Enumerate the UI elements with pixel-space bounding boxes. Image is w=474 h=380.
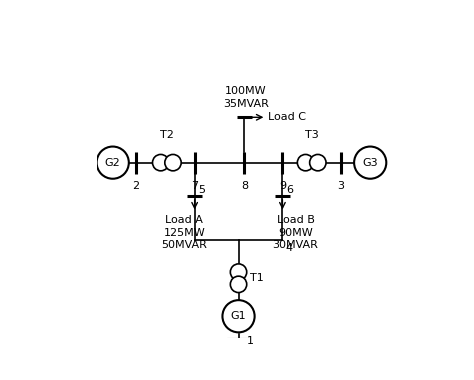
Circle shape [297,154,314,171]
Text: 1: 1 [247,336,255,346]
Circle shape [97,147,129,179]
Circle shape [230,276,247,293]
Text: T3: T3 [305,130,319,140]
Text: G3: G3 [363,158,378,168]
Text: Load C: Load C [268,112,306,122]
Circle shape [165,154,181,171]
Text: 5: 5 [198,185,205,195]
Text: 6: 6 [286,185,293,195]
Circle shape [222,300,255,332]
Text: 9: 9 [279,181,286,191]
Text: 100MW
35MVAR: 100MW 35MVAR [223,86,269,109]
Text: 3: 3 [337,181,345,191]
Text: 4: 4 [286,243,293,253]
Text: T1: T1 [250,273,264,283]
Text: G1: G1 [231,311,246,321]
Text: T2: T2 [160,130,174,140]
Circle shape [354,147,386,179]
Circle shape [230,264,247,280]
Text: Load A
125MW
50MVAR: Load A 125MW 50MVAR [162,215,207,250]
Text: 8: 8 [241,181,248,191]
Text: 2: 2 [133,181,140,191]
Text: G2: G2 [105,158,120,168]
Circle shape [153,154,169,171]
Circle shape [310,154,326,171]
Text: Load B
90MW
30MVAR: Load B 90MW 30MVAR [273,215,319,250]
Text: 7: 7 [191,181,198,191]
